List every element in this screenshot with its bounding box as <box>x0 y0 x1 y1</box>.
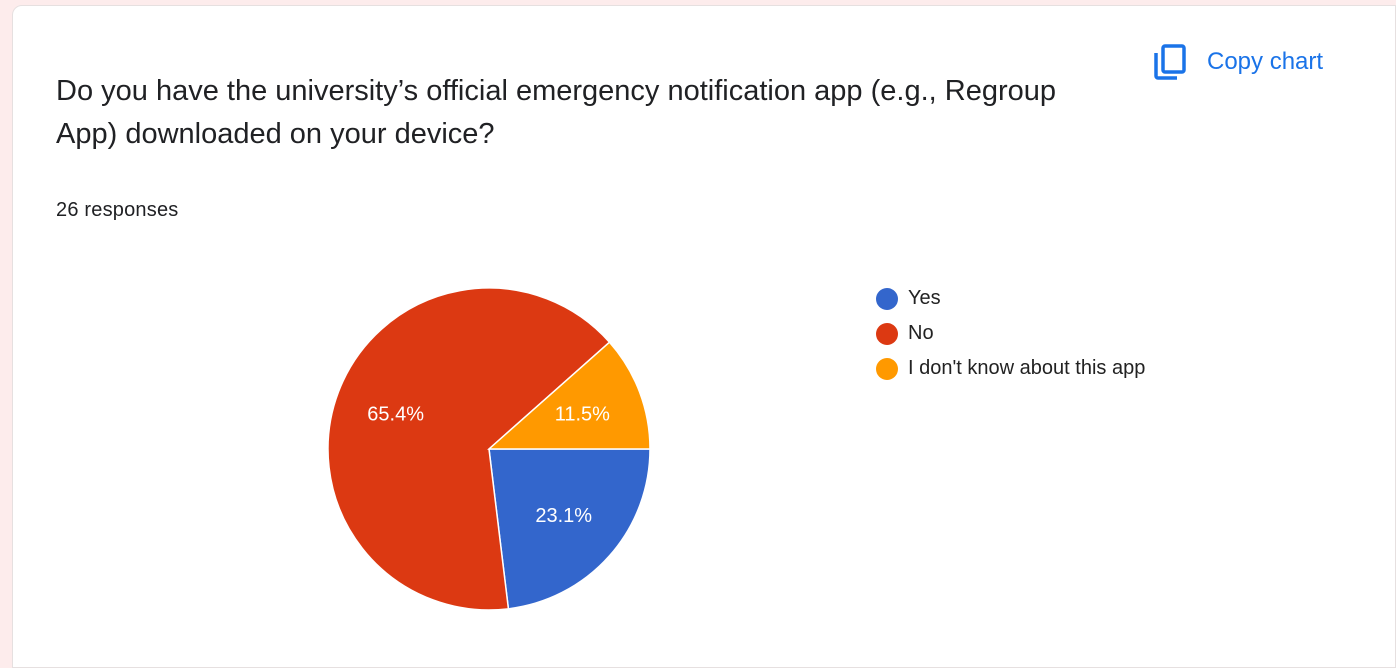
question-title: Do you have the university’s official em… <box>56 75 1056 150</box>
pie-slice-i-don-t-know-about-this-app[interactable] <box>487 341 651 450</box>
pie-slice-yes[interactable] <box>488 448 651 610</box>
legend-label: No <box>908 322 934 344</box>
copy-chart-label: Copy chart <box>1207 48 1324 75</box>
copy-icon <box>1153 43 1187 81</box>
slice-percent-label: 11.5% <box>555 404 610 426</box>
legend-item[interactable]: I don't know about this app <box>876 351 1145 386</box>
slice-percent-label: 65.4% <box>367 404 424 426</box>
legend-label: Yes <box>908 287 941 309</box>
copy-chart-button[interactable]: Copy chart <box>1153 40 1323 84</box>
chart-card: Do you have the university’s official em… <box>12 5 1396 668</box>
legend-swatch <box>876 322 898 345</box>
legend-item[interactable]: No <box>876 316 1145 351</box>
legend-label: I don't know about this app <box>908 357 1146 379</box>
pie-slice-no[interactable] <box>327 287 611 611</box>
chart-legend: Yes No I don't know about this app <box>876 281 1145 386</box>
legend-swatch <box>876 357 898 380</box>
legend-swatch <box>876 287 898 310</box>
slice-percent-label: 23.1% <box>535 505 592 527</box>
legend-item[interactable]: Yes <box>876 281 1145 316</box>
response-count: 26 responses <box>56 199 179 221</box>
